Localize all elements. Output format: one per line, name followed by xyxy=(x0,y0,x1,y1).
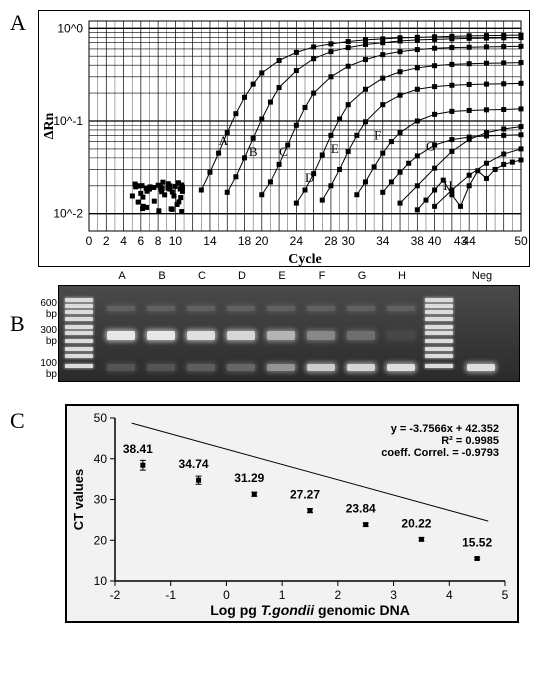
svg-text:4: 4 xyxy=(120,234,127,248)
svg-text:A: A xyxy=(219,133,229,148)
svg-text:10^-2: 10^-2 xyxy=(53,207,83,221)
svg-text:4: 4 xyxy=(446,588,453,602)
svg-text:6: 6 xyxy=(137,234,144,248)
svg-text:10^0: 10^0 xyxy=(57,21,83,35)
svg-text:ΔRn: ΔRn xyxy=(42,112,57,139)
lane-label: E xyxy=(265,270,299,282)
svg-text:C: C xyxy=(279,144,288,159)
svg-text:D: D xyxy=(305,170,314,185)
svg-text:-1: -1 xyxy=(165,588,176,602)
lane-label: B xyxy=(145,270,179,282)
svg-text:38.41: 38.41 xyxy=(123,442,153,456)
svg-text:10: 10 xyxy=(94,574,108,588)
svg-text:10: 10 xyxy=(169,234,183,248)
svg-text:0: 0 xyxy=(86,234,93,248)
svg-text:34: 34 xyxy=(376,234,390,248)
lane-label: A xyxy=(105,270,139,282)
size-marker: 600 bp xyxy=(27,298,57,320)
gel-image: 600 bp300 bp100 bpABCDEFGHNeg xyxy=(58,285,520,382)
svg-text:38: 38 xyxy=(411,234,425,248)
size-marker: 300 bp xyxy=(27,325,57,347)
panel-a: A 10^-210^-110^0ΔRn024681014182024283034… xyxy=(10,10,535,267)
svg-text:15.52: 15.52 xyxy=(462,536,492,550)
svg-text:30: 30 xyxy=(342,234,356,248)
svg-text:31.29: 31.29 xyxy=(234,471,264,485)
svg-text:R² = 0.9985: R² = 0.9985 xyxy=(441,435,499,447)
panel-c-svg: -2 -1 0 1 2 3 4 5 10 20 30 40 50 Log pg T.gondii geno… xyxy=(67,406,517,621)
svg-text:8: 8 xyxy=(155,234,162,248)
svg-text:28: 28 xyxy=(324,234,338,248)
lane-label: H xyxy=(385,270,419,282)
lane-label: D xyxy=(225,270,259,282)
svg-text:F: F xyxy=(374,128,381,143)
panel-b-gel-container: 600 bp300 bp100 bpABCDEFGHNeg xyxy=(38,285,518,382)
svg-text:10^-1: 10^-1 xyxy=(53,114,83,128)
svg-text:34.74: 34.74 xyxy=(179,457,209,471)
svg-text:0: 0 xyxy=(223,588,230,602)
panel-b: B 600 bp300 bp100 bpABCDEFGHNeg xyxy=(10,285,535,382)
svg-text:CT values: CT values xyxy=(71,469,86,530)
svg-text:Log pg T.gondii genomic DNA: Log pg T.gondii genomic DNA xyxy=(210,602,410,618)
panel-c-chart: -2 -1 0 1 2 3 4 5 10 20 30 40 50 Log pg T.gondii geno… xyxy=(65,404,519,623)
svg-text:18: 18 xyxy=(238,234,252,248)
svg-text:1: 1 xyxy=(279,588,286,602)
svg-text:20: 20 xyxy=(255,234,269,248)
svg-text:5: 5 xyxy=(502,588,509,602)
svg-text:40: 40 xyxy=(428,234,442,248)
svg-text:50: 50 xyxy=(514,234,528,248)
lane-label: Neg xyxy=(465,270,499,282)
svg-text:14: 14 xyxy=(203,234,217,248)
svg-text:20.22: 20.22 xyxy=(401,516,431,530)
svg-text:23.84: 23.84 xyxy=(346,502,376,516)
panel-b-label: B xyxy=(10,311,25,337)
svg-text:30: 30 xyxy=(94,493,108,507)
panel-c-label: C xyxy=(10,408,25,434)
svg-text:-2: -2 xyxy=(110,588,121,602)
svg-text:coeff. Correl. = -0.9793: coeff. Correl. = -0.9793 xyxy=(381,447,499,459)
svg-text:2: 2 xyxy=(335,588,342,602)
panel-a-svg: 10^-210^-110^0ΔRn02468101418202428303438… xyxy=(39,11,529,266)
svg-text:y = -3.7566x + 42.352: y = -3.7566x + 42.352 xyxy=(391,423,499,435)
svg-text:Cycle: Cycle xyxy=(288,252,321,266)
lane-label: C xyxy=(185,270,219,282)
svg-text:43: 43 xyxy=(454,234,468,248)
svg-text:G: G xyxy=(426,139,435,154)
size-marker: 100 bp xyxy=(27,358,57,380)
svg-text:E: E xyxy=(331,141,339,156)
lane-label: G xyxy=(345,270,379,282)
svg-text:B: B xyxy=(249,144,258,159)
svg-text:24: 24 xyxy=(290,234,304,248)
svg-text:27.27: 27.27 xyxy=(290,488,320,502)
svg-text:3: 3 xyxy=(390,588,397,602)
lane-label: F xyxy=(305,270,339,282)
svg-text:50: 50 xyxy=(94,411,108,425)
svg-text:40: 40 xyxy=(94,452,108,466)
svg-text:20: 20 xyxy=(94,533,108,547)
panel-a-label: A xyxy=(10,10,26,36)
panel-a-chart: 10^-210^-110^0ΔRn02468101418202428303438… xyxy=(38,10,530,267)
panel-c: C -2 -1 0 1 2 3 4 5 10 20 30 40 50 Log pg T.gondii ge… xyxy=(10,404,535,623)
svg-text:2: 2 xyxy=(103,234,110,248)
